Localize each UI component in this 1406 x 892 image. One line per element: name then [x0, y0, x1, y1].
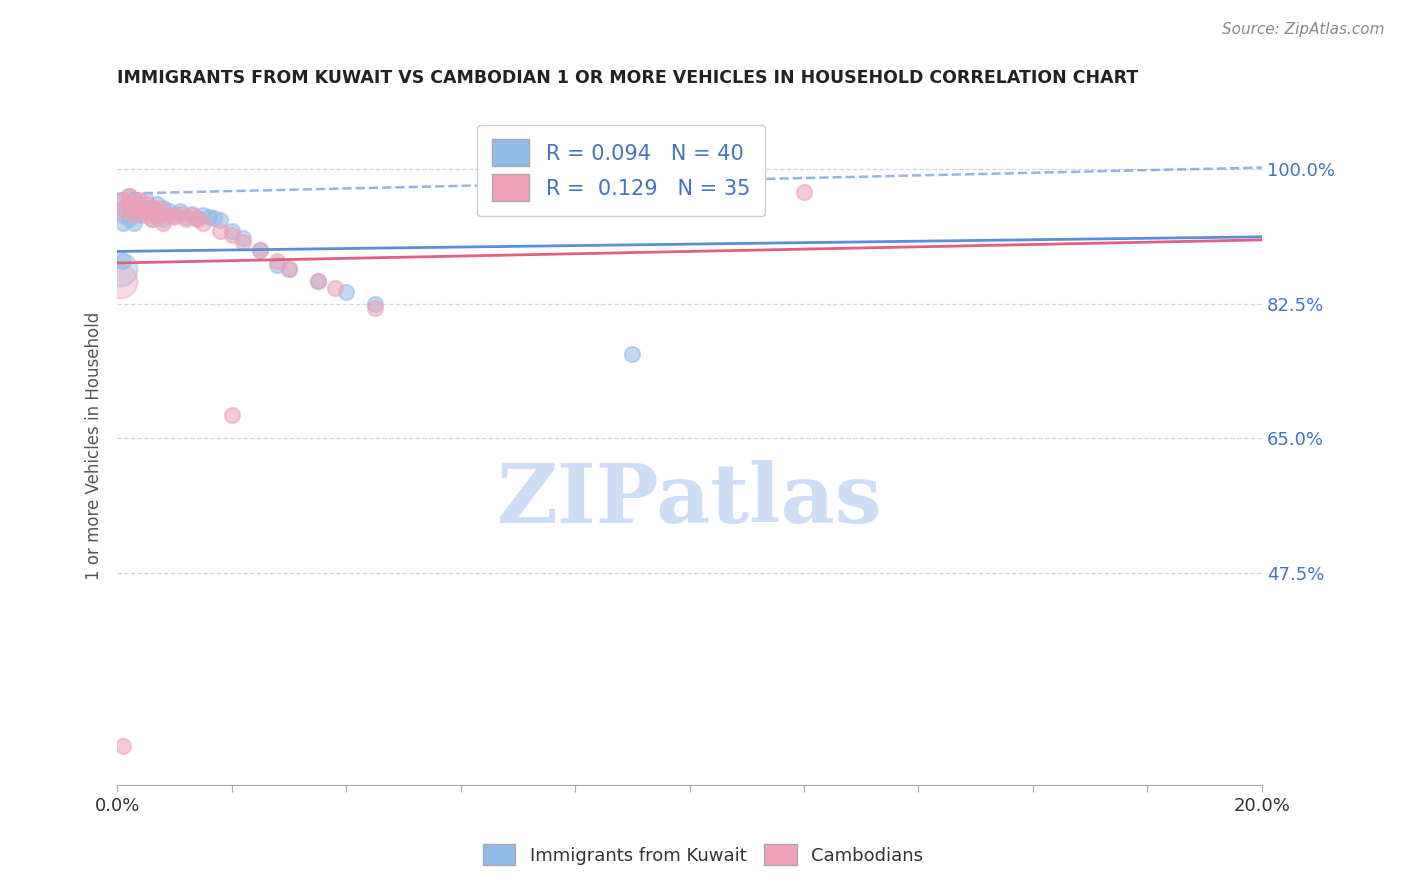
- Point: [111, 193, 134, 207]
- Point: [204, 211, 226, 226]
- Point: [186, 211, 208, 226]
- Legend: Immigrants from Kuwait, Cambodians: Immigrants from Kuwait, Cambodians: [475, 837, 931, 872]
- Point: [221, 227, 243, 242]
- Point: [141, 201, 163, 215]
- Point: [129, 204, 152, 219]
- Point: [793, 185, 815, 199]
- Point: [135, 204, 157, 219]
- Point: [209, 213, 232, 227]
- Point: [135, 208, 157, 222]
- Point: [141, 212, 163, 227]
- Point: [232, 235, 254, 250]
- Point: [266, 258, 288, 272]
- Point: [266, 254, 288, 268]
- Point: [108, 262, 131, 277]
- Point: [111, 208, 134, 222]
- Point: [152, 216, 174, 230]
- Point: [174, 210, 197, 224]
- Point: [146, 201, 169, 215]
- Point: [117, 189, 139, 203]
- Point: [111, 739, 134, 754]
- Point: [117, 201, 139, 215]
- Point: [129, 208, 152, 222]
- Point: [108, 274, 131, 288]
- Point: [307, 274, 329, 288]
- Point: [124, 196, 146, 211]
- Text: Source: ZipAtlas.com: Source: ZipAtlas.com: [1222, 22, 1385, 37]
- Point: [141, 212, 163, 227]
- Point: [249, 243, 271, 257]
- Point: [197, 210, 219, 224]
- Point: [277, 262, 299, 277]
- Point: [124, 208, 146, 222]
- Point: [111, 204, 134, 219]
- Point: [186, 212, 208, 227]
- Legend: R = 0.094   N = 40, R =  0.129   N = 35: R = 0.094 N = 40, R = 0.129 N = 35: [477, 125, 765, 216]
- Y-axis label: 1 or more Vehicles in Household: 1 or more Vehicles in Household: [86, 312, 103, 581]
- Point: [146, 210, 169, 224]
- Point: [307, 274, 329, 288]
- Point: [152, 212, 174, 227]
- Point: [249, 243, 271, 257]
- Point: [135, 196, 157, 211]
- Point: [323, 281, 346, 295]
- Point: [169, 207, 191, 221]
- Point: [163, 210, 186, 224]
- Point: [111, 216, 134, 230]
- Point: [209, 224, 232, 238]
- Text: IMMIGRANTS FROM KUWAIT VS CAMBODIAN 1 OR MORE VEHICLES IN HOUSEHOLD CORRELATION : IMMIGRANTS FROM KUWAIT VS CAMBODIAN 1 OR…: [117, 69, 1139, 87]
- Point: [180, 208, 202, 222]
- Point: [111, 201, 134, 215]
- Point: [146, 196, 169, 211]
- Point: [169, 204, 191, 219]
- Point: [117, 212, 139, 227]
- Point: [117, 201, 139, 215]
- Point: [124, 204, 146, 219]
- Point: [129, 193, 152, 207]
- Point: [277, 262, 299, 277]
- Point: [180, 207, 202, 221]
- Point: [364, 301, 387, 315]
- Point: [124, 193, 146, 207]
- Point: [335, 285, 357, 300]
- Point: [117, 189, 139, 203]
- Point: [174, 212, 197, 227]
- Point: [232, 231, 254, 245]
- Point: [157, 208, 180, 222]
- Point: [141, 201, 163, 215]
- Point: [129, 196, 152, 211]
- Point: [621, 347, 644, 361]
- Point: [364, 297, 387, 311]
- Point: [221, 409, 243, 423]
- Text: ZIPatlas: ZIPatlas: [496, 460, 883, 541]
- Point: [146, 208, 169, 222]
- Point: [124, 216, 146, 230]
- Point: [111, 193, 134, 207]
- Point: [221, 224, 243, 238]
- Point: [191, 208, 214, 222]
- Point: [152, 201, 174, 215]
- Point: [152, 204, 174, 219]
- Point: [135, 193, 157, 207]
- Point: [191, 216, 214, 230]
- Point: [111, 254, 134, 268]
- Point: [157, 204, 180, 219]
- Point: [163, 208, 186, 222]
